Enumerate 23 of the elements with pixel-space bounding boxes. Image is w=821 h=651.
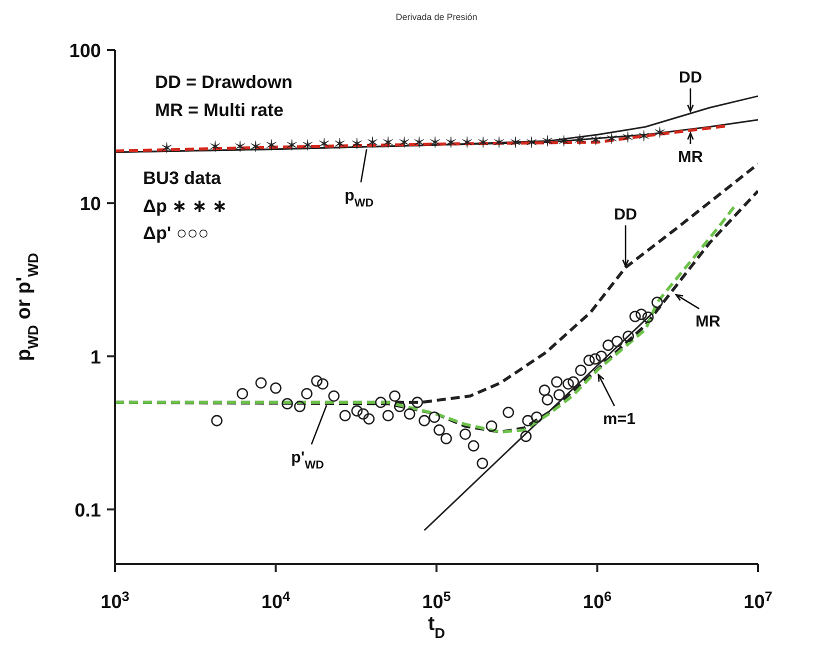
- y-tick-label: 10: [80, 194, 101, 216]
- annotation: DD: [678, 69, 702, 86]
- annotation: p$_{WD}$: [344, 187, 374, 210]
- annotation: Δp' ○○○: [143, 223, 209, 244]
- x-tick-label: 10$^{3}$: [100, 588, 130, 613]
- annotation: MR: [678, 149, 704, 166]
- x-tick-label: 10$^{4}$: [261, 588, 291, 613]
- y-tick-label: 0.1: [74, 500, 102, 522]
- y-tick-label: 1: [90, 347, 102, 368]
- x-axis-title: t$_{D}$: [428, 613, 446, 642]
- annotation: MR = Multi rate: [155, 100, 284, 121]
- annotation: MR: [696, 314, 721, 331]
- annotation: m=1: [603, 410, 636, 428]
- annotation: BU3 data: [143, 168, 222, 189]
- annotation: p'$_{WD}$: [291, 449, 324, 472]
- annotation: DD: [614, 206, 638, 224]
- x-tick-label: 10$^{5}$: [422, 588, 452, 613]
- x-tick-label: 10$^{7}$: [744, 588, 772, 613]
- annotation: Δp ∗ ∗ ∗: [143, 196, 228, 217]
- annotation: DD = Drawdown: [155, 72, 293, 93]
- y-tick-label: 100: [69, 41, 101, 62]
- x-tick-label: 10$^{6}$: [582, 588, 612, 613]
- chart-title: Derivada de Presión: [394, 12, 478, 22]
